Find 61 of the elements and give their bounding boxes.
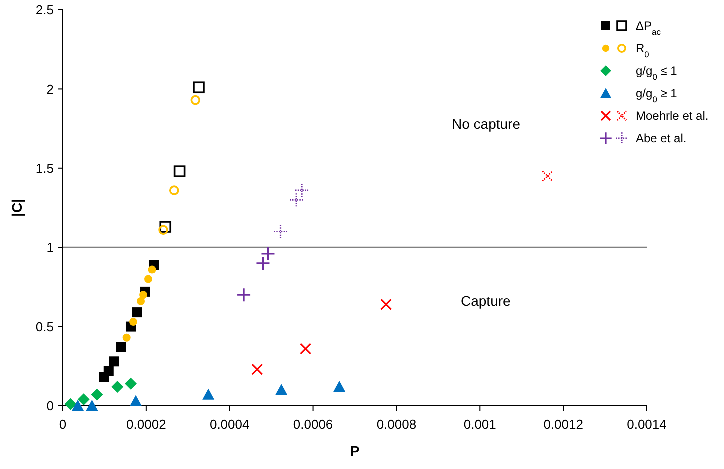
y-tick-label: 2.5 [36,2,54,18]
point [256,256,271,271]
point [130,395,142,406]
point [86,400,98,411]
y-axis-title: |C| [9,199,26,217]
point [300,343,312,355]
legend-label: Moehrle et al. [636,109,709,124]
point [202,388,215,400]
legend-label: ΔP$_{ac}$ [636,19,661,38]
point [334,380,346,392]
point [137,297,146,306]
annotation: Capture [461,292,512,309]
x-tick-label: 0.0014 [627,417,667,432]
point [190,95,201,106]
point [252,364,264,376]
point [91,388,104,401]
x-tick-label: 0 [59,417,67,432]
point [144,275,153,284]
x-tick-label: 0.0002 [126,417,166,432]
point [64,398,77,410]
point [112,380,124,393]
point [160,221,172,233]
point [236,288,252,302]
x-tick-label: 0.0004 [210,417,250,432]
point [129,318,138,326]
y-tick-label: 2 [46,82,54,97]
point [276,384,288,396]
legend-label: Abe et al. [636,132,687,146]
x-axis-title: P [350,443,360,459]
point [109,356,120,367]
point [289,192,304,208]
x-tick-label: 0.001 [464,417,496,432]
point [122,334,131,342]
point [158,225,168,236]
legend-label: g/g$_{0}$ ≤ 1 [636,64,678,82]
x-tick-label: 0.0006 [293,417,334,432]
point [104,366,114,376]
point [116,342,126,352]
point [294,183,310,198]
y-tick-label: 0 [46,398,54,414]
legend-label: R$_{0}$ [636,42,650,60]
x-tick-label: 0.0012 [544,417,584,432]
point [78,394,90,406]
point [140,291,148,300]
annotation: No capture [452,116,521,132]
point [169,186,180,196]
point [542,170,554,182]
point [174,166,186,178]
legend-label: g/g$_{0}$ ≥ 1 [636,86,678,105]
y-tick-label: 1.5 [36,160,54,176]
point [124,378,137,390]
point [260,246,276,262]
point [193,82,205,94]
y-tick-label: 0.5 [36,319,54,334]
point [72,400,84,411]
x-tick-label: 0.0008 [376,417,417,432]
point [380,298,392,310]
y-tick-label: 1 [46,240,54,256]
point [148,266,156,274]
point [132,308,142,318]
point [273,224,288,240]
